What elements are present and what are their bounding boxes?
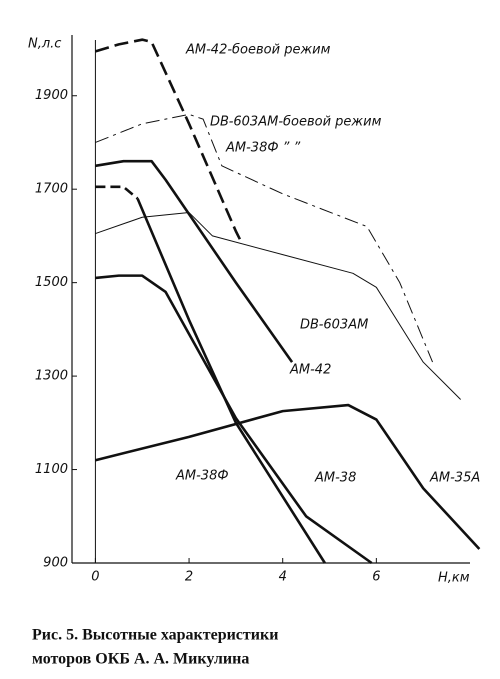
series-label: АМ-35А bbox=[429, 471, 480, 486]
series-label: АМ-42-боевой режим bbox=[185, 43, 331, 58]
y-axis-label: N,л.с bbox=[28, 37, 61, 52]
series-label: АМ-38Ф ” ” bbox=[225, 141, 301, 156]
y-tick-label: 900 bbox=[43, 556, 68, 571]
series-line bbox=[95, 38, 242, 242]
x-axis-label: H,км bbox=[438, 571, 470, 586]
series-label: АМ-38 bbox=[314, 471, 356, 486]
y-tick-label: 1900 bbox=[35, 88, 68, 103]
series-label: АМ-42 bbox=[289, 363, 331, 378]
caption-line: моторов ОКБ А. А. Микулина bbox=[32, 651, 249, 668]
y-tick-label: 1500 bbox=[35, 275, 68, 290]
x-tick-label: 2 bbox=[185, 570, 193, 585]
series-line bbox=[95, 274, 373, 565]
y-tick-label: 1100 bbox=[35, 462, 68, 477]
series-label: DB-603АМ-боевой режим bbox=[210, 115, 382, 130]
caption-line: Рис. 5. Высотные характеристики bbox=[32, 627, 278, 644]
series-label: АМ-38Ф bbox=[175, 469, 229, 484]
series-label: DB-603АМ bbox=[300, 318, 368, 333]
y-tick-label: 1700 bbox=[35, 182, 68, 197]
x-tick-label: 0 bbox=[91, 570, 99, 585]
x-tick-label: 4 bbox=[279, 570, 287, 585]
series-line bbox=[95, 185, 139, 200]
series-line bbox=[95, 403, 481, 550]
series-line bbox=[95, 113, 434, 363]
series-line bbox=[136, 198, 326, 564]
y-tick-label: 1300 bbox=[35, 369, 68, 384]
x-tick-label: 6 bbox=[372, 570, 380, 585]
series-line bbox=[95, 212, 461, 400]
series-line bbox=[95, 159, 294, 363]
